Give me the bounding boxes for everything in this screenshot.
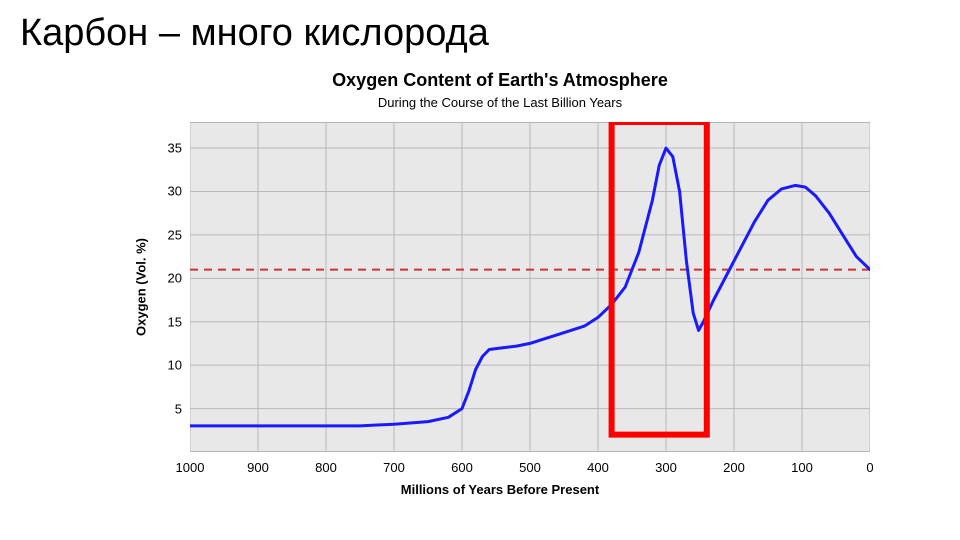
x-tick-label: 100 [791,460,813,475]
y-tick-label: 20 [168,271,182,286]
plot-area: 5101520253035100090080070060050040030020… [190,122,870,452]
x-tick-label: 700 [383,460,405,475]
y-axis-label: Oxygen (Vol. %) [134,238,149,336]
x-tick-label: 400 [587,460,609,475]
y-tick-label: 30 [168,184,182,199]
y-tick-label: 15 [168,314,182,329]
x-tick-label: 500 [519,460,541,475]
x-tick-label: 1000 [176,460,205,475]
slide-title: Карбон – много кислорода [20,12,489,55]
x-tick-label: 200 [723,460,745,475]
x-tick-label: 900 [247,460,269,475]
chart-subtitle: During the Course of the Last Billion Ye… [120,95,880,110]
chart-title: Oxygen Content of Earth's Atmosphere [120,70,880,91]
x-tick-label: 600 [451,460,473,475]
oxygen-chart: Oxygen Content of Earth's Atmosphere Dur… [120,70,880,510]
x-axis-label: Millions of Years Before Present [120,482,880,497]
y-tick-label: 10 [168,358,182,373]
x-tick-label: 800 [315,460,337,475]
x-tick-label: 300 [655,460,677,475]
y-tick-label: 35 [168,141,182,156]
x-tick-label: 0 [866,460,873,475]
y-tick-label: 25 [168,227,182,242]
y-tick-label: 5 [175,401,182,416]
